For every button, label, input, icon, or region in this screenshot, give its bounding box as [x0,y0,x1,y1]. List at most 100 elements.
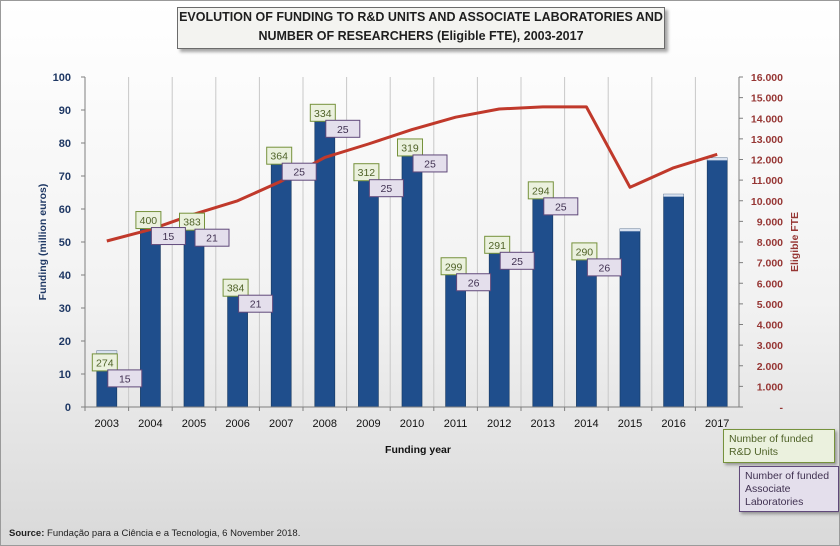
rd-units-label-box [135,211,162,230]
legend-associate-labs-label: Number of funded Associate Laboratories [745,470,830,508]
y-left-tick-label: 50 [59,237,71,249]
rd-units-label: 364 [270,151,288,163]
assoc-labs-label-box [325,119,361,138]
x-tick-label: 2009 [356,418,380,430]
bar-highlight [96,350,117,354]
assoc-labs-label: 15 [163,231,175,243]
assoc-labs-label-box [238,294,274,313]
y-right-tick-label: 13.000 [751,134,783,146]
rd-units-label: 400 [140,215,158,227]
y-right-tick-label: 6.000 [757,278,783,290]
x-tick-label: 2011 [444,418,468,430]
assoc-labs-label: 25 [381,183,393,195]
y-left-tick-label: 40 [59,270,71,282]
x-tick-label: 2007 [269,418,293,430]
x-tick-label: 2012 [487,418,511,430]
rd-units-label-box [353,163,380,182]
y-left-tick-label: 100 [53,72,71,84]
y-right-tick-label: 11.000 [751,175,783,187]
rd-units-label-box [571,242,598,261]
y-right-tick-label: 7.000 [757,258,783,270]
x-tick-label: 2006 [225,418,249,430]
assoc-labs-label-box [150,227,186,246]
rd-units-label: 294 [532,185,550,197]
assoc-labs-label-box [586,258,622,277]
x-tick-label: 2017 [705,418,729,430]
rd-units-label-box [484,235,511,254]
assoc-labs-label-box [543,197,579,216]
assoc-labs-label: 21 [250,299,262,311]
y-right-tick-label: - [780,402,784,414]
x-tick-label: 2016 [661,418,685,430]
assoc-labs-label-box [281,162,317,181]
rd-units-label: 319 [401,142,419,154]
assoc-labs-label: 25 [424,158,436,170]
bar-highlight [619,228,641,232]
assoc-labs-label-box [194,228,230,247]
y-right-tick-label: 4.000 [757,320,783,332]
rd-units-label: 290 [576,246,594,258]
bar-2005 [183,221,205,408]
bar-2015 [619,228,641,408]
y-right-tick-label: 5.000 [757,299,783,311]
assoc-labs-label: 26 [468,277,480,289]
y-right-tick-label: 16.000 [751,72,783,84]
rd-units-label-box [222,278,249,297]
rd-units-label: 312 [358,167,376,179]
assoc-labs-label: 15 [119,373,131,385]
x-tick-label: 2008 [313,418,337,430]
x-axis-title: Funding year [385,444,451,456]
assoc-labs-label-box [107,369,143,388]
x-tick-label: 2004 [138,418,162,430]
assoc-labs-label-box [456,273,492,292]
y-axis-left-title: Funding (million euros) [37,184,49,301]
rd-units-label: 291 [488,240,506,252]
y-axis-right-title: Eligible FTE [789,212,801,272]
bar-2017 [706,157,728,408]
bar-2010 [401,147,423,408]
y-right-tick-label: 12.000 [751,155,783,167]
source-text: Fundação para a Ciência e a Tecnologia, … [44,528,301,539]
bar-2004 [140,220,161,408]
y-right-tick-label: 3.000 [757,340,783,352]
rd-units-label: 334 [314,108,332,120]
assoc-labs-label-box [412,154,448,173]
rd-units-label-box [440,257,467,276]
axis-layer: 0 10 20 30 40 50 60 70 80 90 100 - 1.000 2.000 3.000 4.… [53,72,784,430]
legend-rd-units: Number of funded R&D Units [723,429,835,463]
assoc-labs-label: 25 [293,167,305,179]
assoc-labs-label-box [368,179,404,198]
x-tick-label: 2013 [531,418,555,430]
x-tick-label: 2005 [182,418,206,430]
y-right-tick-label: 10.000 [751,196,783,208]
x-tick-label: 2015 [618,418,642,430]
rd-units-label-box [266,146,293,165]
assoc-labs-label: 25 [555,201,567,213]
rd-units-label-box [397,138,423,157]
assoc-labs-label: 21 [206,233,218,245]
bar-highlight [663,194,684,197]
rd-units-label-box [179,212,205,231]
y-left-tick-label: 70 [59,171,71,183]
y-left-tick-label: 0 [65,402,71,414]
bar-2009 [358,172,379,408]
y-right-tick-label: 2.000 [757,361,783,373]
legend-rd-units-label: Number of funded R&D Units [729,433,814,458]
rd-units-label: 383 [183,217,201,229]
source-note: Source: Fundação para a Ciência e a Tecn… [9,528,300,539]
fte-line [106,105,718,243]
bar-2016 [663,193,684,408]
assoc-labs-label: 25 [511,256,523,268]
rd-units-label-box [309,103,336,122]
x-tick-label: 2014 [574,418,598,430]
chart-title-line-2: NUMBER OF RESEARCHERS (Eligible FTE), 20… [258,29,584,43]
y-right-tick-label: 15.000 [751,93,783,105]
y-left-tick-label: 30 [59,303,71,315]
y-left-tick-label: 60 [59,204,71,216]
rd-units-label: 274 [96,357,114,369]
y-left-tick-label: 10 [59,369,71,381]
chart-title: EVOLUTION OF FUNDING TO R&D UNITS AND AS… [177,7,665,49]
rd-units-label: 299 [445,261,463,273]
